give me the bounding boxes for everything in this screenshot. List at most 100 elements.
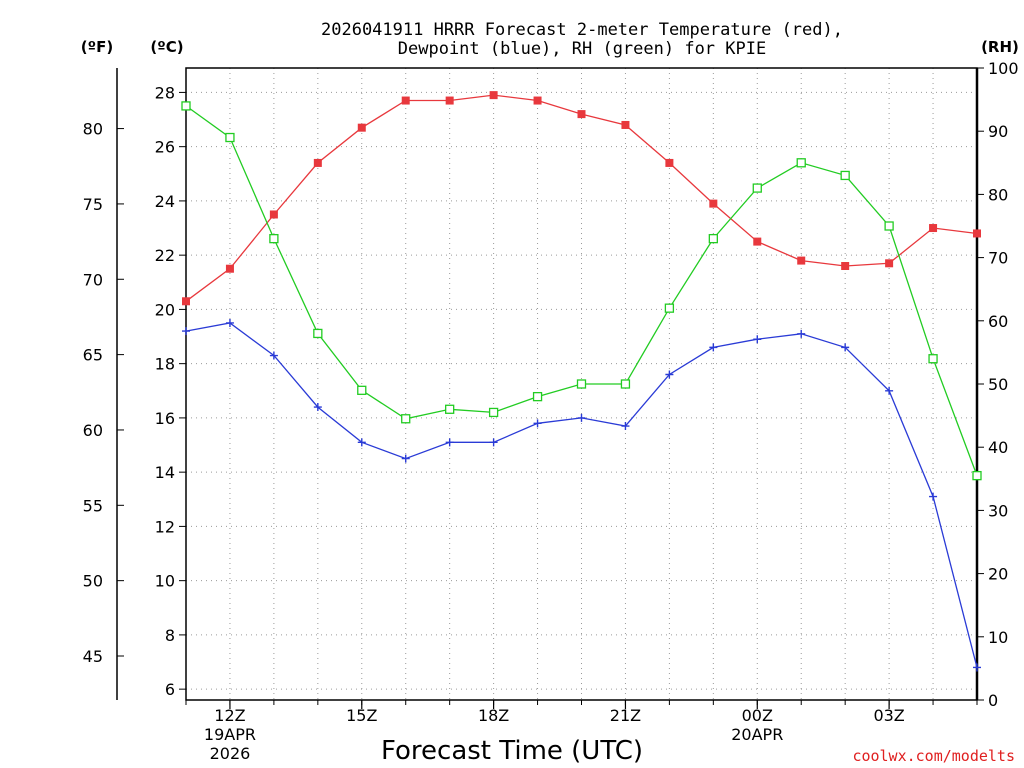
rh-point [576, 379, 587, 389]
chart-title-line2: Dewpoint (blue), RH (green) for KPIE [398, 39, 766, 59]
temperature-point [182, 297, 190, 306]
rh-point [181, 101, 191, 111]
temperature-point [269, 210, 278, 219]
rh-point [928, 354, 938, 364]
celsius-tick-label: 20 [155, 300, 175, 319]
rh-point [401, 414, 411, 424]
rh-point [664, 303, 675, 313]
dewpoint-point [577, 413, 586, 422]
temperature-point [357, 123, 366, 132]
rh-point [445, 404, 455, 414]
rh-tick-label: 10 [988, 628, 1008, 647]
temperature-point [577, 110, 586, 119]
dewpoint-point [225, 318, 234, 327]
dewpoint-point [929, 492, 938, 501]
x-tick-label: 03Z [873, 706, 904, 725]
dewpoint-point [313, 403, 322, 412]
dewpoint-point [885, 386, 894, 395]
celsius-tick-label: 18 [155, 355, 175, 374]
dewpoint-point [797, 329, 806, 338]
fahrenheit-tick-label: 80 [83, 120, 103, 139]
temperature-point [797, 256, 806, 265]
celsius-unit-label: (ºC) [150, 38, 183, 56]
x-tick-label: 18Z [478, 706, 509, 725]
x-axis-label: Forecast Time (UTC) [381, 736, 643, 766]
dewpoint-point [357, 438, 366, 447]
dewpoint-point [182, 327, 190, 336]
fahrenheit-tick-label: 45 [83, 647, 103, 666]
dewpoint-line [185, 322, 978, 668]
temperature-point [885, 259, 894, 268]
celsius-tick-label: 24 [155, 192, 175, 211]
celsius-tick-label: 8 [165, 626, 175, 645]
x-tick-label: 15Z [346, 706, 377, 725]
temperature-point [973, 229, 981, 238]
x-tick-date-label: 19APR [204, 725, 256, 744]
series-rh [181, 101, 982, 481]
chart-title-line1: 2026041911 HRRR Forecast 2-meter Tempera… [321, 20, 843, 40]
y-axis-ticks: 6 8 10 12 14 16 18 20 22 24 26 28 45 50 55 60 65 70 75 80 0 1… [83, 59, 1019, 710]
axes [116, 67, 979, 701]
rh-point [532, 391, 543, 402]
dewpoint-point [489, 438, 498, 447]
rh-tick-label: 80 [988, 185, 1008, 204]
temperature-point [445, 96, 454, 105]
rh-tick-label: 70 [988, 249, 1008, 268]
dewpoint-point [973, 663, 981, 672]
dewpoint-point [841, 343, 850, 352]
rh-point [225, 132, 235, 143]
dewpoint-point [709, 343, 718, 352]
rh-point [488, 407, 499, 418]
rh-point [796, 158, 806, 168]
series-temperature [182, 91, 981, 306]
rh-tick-label: 0 [988, 691, 998, 710]
dewpoint-point [665, 370, 674, 379]
rh-point [972, 470, 982, 481]
x-tick-label: 00Z [742, 706, 773, 725]
celsius-tick-label: 10 [155, 572, 175, 591]
rh-point [884, 221, 894, 231]
temperature-point [665, 158, 674, 167]
celsius-tick-label: 6 [165, 680, 175, 699]
celsius-tick-label: 12 [155, 517, 175, 536]
series-layer [181, 91, 982, 672]
dewpoint-point [621, 422, 630, 431]
temperature-point [489, 91, 498, 100]
rh-tick-label: 30 [988, 501, 1008, 520]
fahrenheit-tick-label: 65 [83, 346, 103, 365]
temperature-point [841, 262, 850, 271]
temperature-point [929, 224, 938, 233]
rh-point [313, 328, 323, 339]
celsius-tick-label: 16 [155, 409, 175, 428]
rh-point [840, 170, 850, 181]
dewpoint-point [445, 438, 454, 447]
rh-tick-label: 50 [988, 375, 1008, 394]
fahrenheit-tick-label: 55 [83, 496, 103, 515]
fahrenheit-tick-label: 60 [83, 421, 103, 440]
rh-tick-label: 100 [988, 59, 1019, 78]
rh-tick-label: 60 [988, 312, 1008, 331]
celsius-tick-label: 28 [155, 83, 175, 102]
rh-point [708, 233, 718, 244]
temperature-point [709, 199, 718, 208]
rh-point [357, 385, 367, 395]
rh-unit-label: (RH) [981, 38, 1019, 56]
celsius-tick-label: 22 [155, 246, 175, 265]
fahrenheit-unit-label: (ºF) [81, 38, 113, 56]
celsius-tick-label: 14 [155, 463, 175, 482]
dewpoint-point [269, 351, 278, 360]
rh-tick-label: 40 [988, 438, 1008, 457]
fahrenheit-tick-label: 50 [83, 572, 103, 591]
dewpoint-point [753, 335, 762, 344]
dewpoint-point [401, 454, 410, 463]
x-tick-year-label: 2026 [210, 744, 251, 763]
fahrenheit-tick-label: 75 [83, 195, 103, 214]
temperature-point [753, 237, 762, 246]
fahrenheit-tick-label: 70 [83, 270, 103, 289]
temperature-point [225, 264, 234, 273]
series-dewpoint [182, 318, 981, 672]
dewpoint-point [533, 419, 542, 428]
x-tick-label: 21Z [610, 706, 641, 725]
